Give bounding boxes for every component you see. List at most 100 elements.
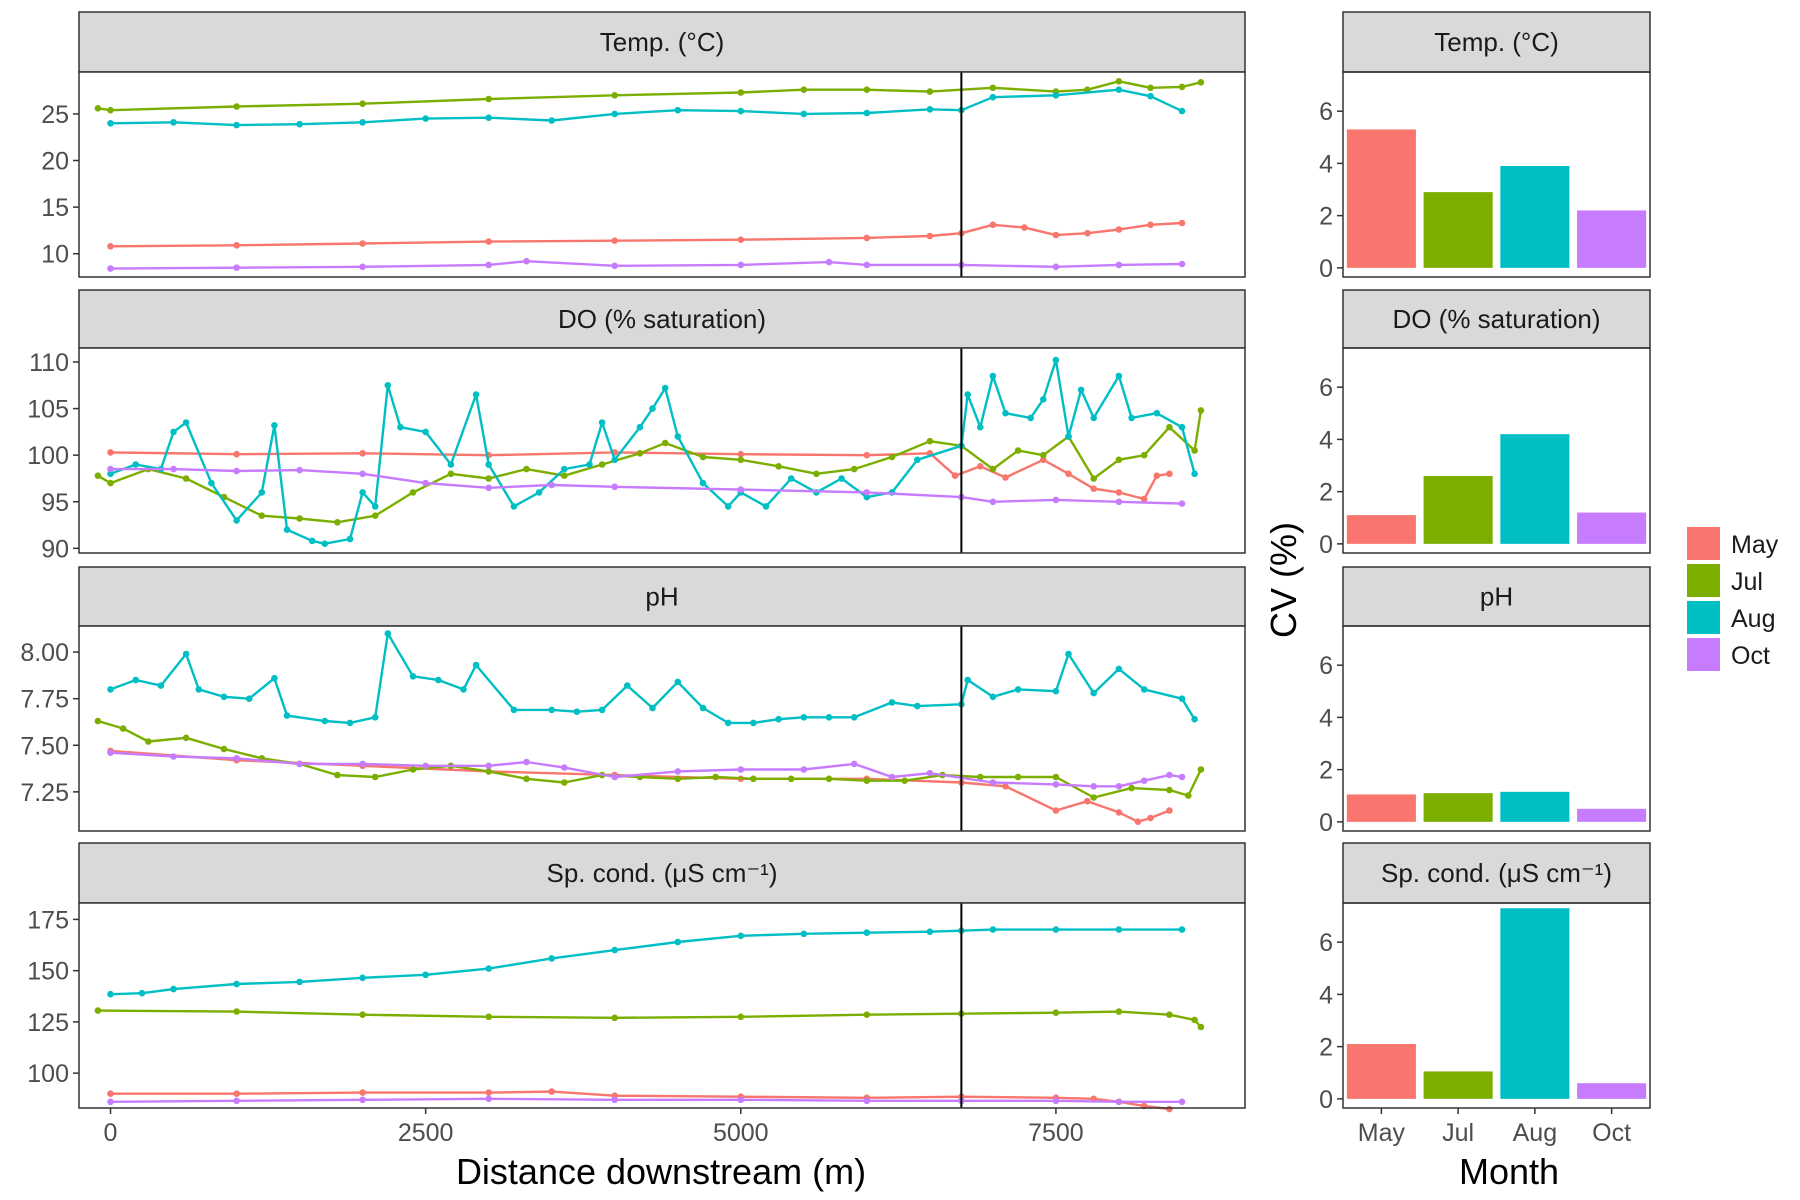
data-point-may xyxy=(1166,1105,1173,1113)
data-point-aug xyxy=(636,423,644,431)
series-line-aug xyxy=(110,632,1196,725)
data-point-aug xyxy=(1128,414,1135,422)
data-point-jul xyxy=(1140,451,1148,459)
data-point-jul xyxy=(989,465,997,473)
facet-strip xyxy=(1342,566,1651,627)
data-point-aug xyxy=(157,682,165,689)
bar-panel-ph: pH 0 2 4 6 xyxy=(1319,566,1651,837)
data-point-jul xyxy=(258,512,266,519)
bar-may xyxy=(1346,129,1416,268)
data-point-aug xyxy=(472,391,480,398)
series-aug xyxy=(107,356,1198,547)
y-tick-label: 100 xyxy=(27,1060,69,1088)
data-point-jul xyxy=(94,717,102,725)
data-point-aug xyxy=(359,119,366,126)
series-jul xyxy=(94,407,1205,526)
data-point-jul xyxy=(1166,786,1173,794)
data-point-aug xyxy=(699,479,707,487)
y-tick-label: 2 xyxy=(1319,203,1333,231)
line-panel-do-saturation: DO (% saturation) 90 95 100 105 110 xyxy=(27,289,1246,563)
data-point-may xyxy=(926,232,934,240)
data-point-jul xyxy=(145,738,152,745)
data-point-jul xyxy=(409,489,417,496)
data-point-aug xyxy=(107,686,114,693)
data-point-jul xyxy=(182,475,190,482)
data-point-aug xyxy=(170,119,177,126)
data-point-aug xyxy=(598,706,606,714)
data-point-jul xyxy=(1090,475,1097,482)
data-point-aug xyxy=(1153,409,1161,417)
data-point-jul xyxy=(863,86,871,93)
data-point-aug xyxy=(170,428,177,436)
data-point-aug xyxy=(888,699,896,706)
data-point-may xyxy=(1178,219,1186,227)
data-point-aug xyxy=(485,965,493,972)
data-point-may xyxy=(1115,489,1123,496)
data-point-oct xyxy=(888,773,896,781)
data-point-oct xyxy=(1052,1097,1060,1105)
panel-border xyxy=(78,347,1246,554)
data-point-may xyxy=(1002,474,1009,481)
panel-background xyxy=(79,626,1245,831)
data-point-oct xyxy=(233,467,240,475)
y-tick-label: 125 xyxy=(27,1009,69,1037)
facet-strip-label: Temp. (°C) xyxy=(600,27,725,57)
facet-strip xyxy=(78,842,1246,904)
legend-swatch xyxy=(1687,638,1720,671)
data-point-oct xyxy=(107,265,114,272)
series-line-aug xyxy=(110,88,1183,127)
data-point-aug xyxy=(1014,686,1022,693)
data-point-aug xyxy=(1191,470,1198,478)
data-point-aug xyxy=(737,107,745,115)
legend-label: Jul xyxy=(1731,568,1763,596)
data-point-oct xyxy=(1115,783,1123,790)
panel-background xyxy=(79,903,1245,1108)
data-point-may xyxy=(1134,818,1142,825)
data-point-aug xyxy=(989,693,997,701)
y-tick-label: 7.50 xyxy=(20,732,69,760)
data-point-oct xyxy=(1166,771,1173,779)
data-point-oct xyxy=(989,498,997,506)
data-point-aug xyxy=(1052,356,1060,364)
y-tick-label: 4 xyxy=(1319,426,1333,454)
y-tick-label: 6 xyxy=(1319,374,1333,402)
y-tick-label: 110 xyxy=(29,349,69,377)
data-point-jul xyxy=(561,779,568,786)
data-point-may xyxy=(107,1090,114,1097)
data-point-may xyxy=(1115,226,1123,233)
data-point-aug xyxy=(724,719,732,727)
data-point-oct xyxy=(737,261,745,269)
data-point-jul xyxy=(699,453,707,461)
data-point-jul xyxy=(220,745,228,753)
data-point-aug xyxy=(485,461,493,468)
data-point-may xyxy=(548,1088,555,1095)
data-point-oct xyxy=(611,262,618,270)
x-tick-label: 2500 xyxy=(398,1119,454,1147)
data-point-aug xyxy=(371,503,379,510)
data-point-oct xyxy=(1140,777,1148,784)
data-point-aug xyxy=(800,930,808,938)
bar-panel-temp-c: Temp. (°C) 0 2 4 6 xyxy=(1319,11,1651,283)
data-point-aug xyxy=(914,456,921,464)
data-point-may xyxy=(1040,456,1047,464)
data-point-oct xyxy=(485,1095,493,1103)
data-point-jul xyxy=(1178,83,1186,91)
data-point-aug xyxy=(800,110,808,118)
facet-strip-label: Sp. cond. (μS cm⁻¹) xyxy=(1381,858,1612,888)
data-point-may xyxy=(233,242,240,249)
data-point-aug xyxy=(107,470,114,478)
data-point-oct xyxy=(1178,1098,1186,1106)
y-tick-label: 4 xyxy=(1319,704,1333,732)
data-point-may xyxy=(1052,807,1060,814)
data-point-aug xyxy=(346,719,354,727)
data-point-jul xyxy=(1166,423,1173,431)
data-point-jul xyxy=(611,92,618,99)
data-point-oct xyxy=(1178,260,1186,268)
data-point-aug xyxy=(914,702,921,710)
y-tick-label: 6 xyxy=(1319,98,1333,126)
y-tick-label: 6 xyxy=(1319,652,1333,680)
legend-swatch xyxy=(1687,527,1720,560)
data-point-aug xyxy=(435,676,442,684)
data-point-oct xyxy=(359,1096,366,1104)
data-point-jul xyxy=(523,775,530,783)
